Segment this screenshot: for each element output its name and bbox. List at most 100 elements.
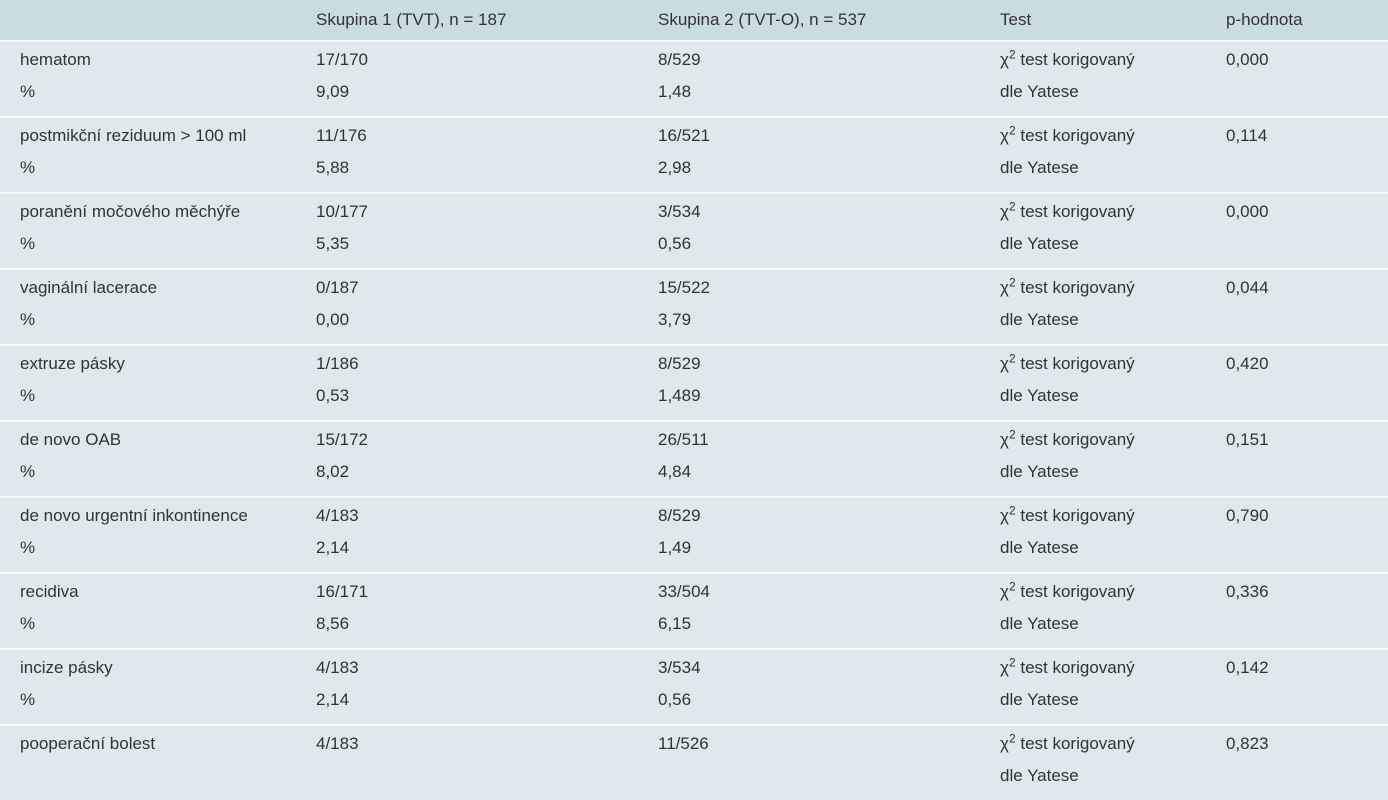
test-superscript: 2 [1008, 199, 1016, 214]
table-row: incize pásky% 4/183 2,14 3/534 0,56 χ2 test k… [0, 648, 1388, 724]
table-row: extruze pásky% 1/186 0,53 8/529 1,489 χ2 test… [0, 344, 1388, 420]
test-line2: dle Yatese [1000, 234, 1079, 253]
table-row: hematom% 17/170 9,09 8/529 1,48 χ2 test korig… [0, 40, 1388, 116]
percent-label: % [20, 82, 36, 101]
test-line2: dle Yatese [1000, 614, 1079, 633]
p-value: 0,420 [1226, 354, 1269, 373]
percent-label: % [20, 234, 36, 253]
test-symbol: χ [1000, 202, 1009, 221]
test-line2: dle Yatese [1000, 462, 1079, 481]
test-name: χ2 test korigovaný [1000, 44, 1135, 76]
test-symbol: χ [1000, 734, 1009, 753]
test-superscript: 2 [1008, 275, 1016, 290]
test-symbol: χ [1000, 354, 1009, 373]
test-name: χ2 test korigovaný [1000, 652, 1135, 684]
test-superscript: 2 [1008, 351, 1016, 366]
test-text: test korigovaný [1015, 126, 1135, 145]
test-line2: dle Yatese [1000, 690, 1079, 709]
group2-count: 16/521 [658, 126, 710, 145]
table-row: poranění močového měchýře% 10/177 5,35 3/53… [0, 192, 1388, 268]
p-value: 0,142 [1226, 658, 1269, 677]
group2-percent: 3,79 [658, 310, 692, 329]
test-superscript: 2 [1008, 655, 1016, 670]
table-row: postmikční reziduum > 100 ml% 11/176 5,88 1… [0, 116, 1388, 192]
test-line2: dle Yatese [1000, 766, 1079, 785]
percent-label: % [20, 614, 36, 633]
test-symbol: χ [1000, 506, 1009, 525]
group1-percent: 2,14 [316, 690, 350, 709]
row-label: incize pásky [20, 658, 113, 677]
header-cell: p-hodnota [1226, 10, 1303, 29]
group2-percent: 1,48 [658, 82, 692, 101]
p-value: 0,114 [1226, 126, 1268, 145]
test-name: χ2 test korigovaný [1000, 424, 1135, 456]
row-label: postmikční reziduum > 100 ml [20, 126, 247, 145]
row-label: recidiva [20, 582, 79, 601]
row-label: pooperační bolest [20, 734, 156, 753]
test-line2: dle Yatese [1000, 538, 1079, 557]
group2-percent: 1,49 [658, 538, 692, 557]
table-row: de novo urgentní inkontinence% 4/183 2,14 8… [0, 496, 1388, 572]
group2-count: 3/534 [658, 202, 701, 221]
group1-percent: 5,88 [316, 158, 350, 177]
test-superscript: 2 [1008, 427, 1016, 442]
test-text: test korigovaný [1015, 506, 1135, 525]
row-label: de novo urgentní inkontinence [20, 506, 248, 525]
group2-percent: 6,15 [658, 614, 692, 633]
row-label: vaginální lacerace [20, 278, 158, 297]
p-value: 0,336 [1226, 582, 1269, 601]
test-superscript: 2 [1008, 503, 1016, 518]
header-cell: Skupina 2 (TVT-O), n = 537 [658, 10, 867, 29]
test-name: χ2 test korigovaný [1000, 500, 1135, 532]
group2-percent: 2,98 [658, 158, 692, 177]
percent-label: % [20, 462, 36, 481]
test-line2: dle Yatese [1000, 158, 1079, 177]
test-superscript: 2 [1008, 47, 1016, 62]
percent-label: % [20, 386, 36, 405]
test-symbol: χ [1000, 658, 1009, 677]
test-name: χ2 test korigovaný [1000, 272, 1135, 304]
group1-count: 4/183 [316, 734, 359, 753]
percent-label: % [20, 310, 36, 329]
group1-percent: 0,00 [316, 310, 350, 329]
group1-count: 17/170 [316, 50, 368, 69]
p-value: 0,823 [1226, 734, 1269, 753]
test-name: χ2 test korigovaný [1000, 348, 1135, 380]
percent-label: % [20, 690, 36, 709]
test-symbol: χ [1000, 50, 1009, 69]
test-text: test korigovaný [1015, 734, 1135, 753]
test-text: test korigovaný [1015, 50, 1135, 69]
p-value: 0,790 [1226, 506, 1269, 525]
group1-count: 1/186 [316, 354, 359, 373]
test-line2: dle Yatese [1000, 310, 1079, 329]
group2-count: 11/526 [658, 734, 709, 753]
group2-count: 8/529 [658, 354, 701, 373]
p-value: 0,000 [1226, 202, 1269, 221]
test-name: χ2 test korigovaný [1000, 728, 1135, 760]
group2-count: 8/529 [658, 50, 701, 69]
test-name: χ2 test korigovaný [1000, 120, 1135, 152]
group1-count: 4/183 [316, 506, 359, 525]
group1-percent: 8,02 [316, 462, 350, 481]
row-label: extruze pásky [20, 354, 125, 373]
group1-percent: 0,53 [316, 386, 350, 405]
table-row: vaginální lacerace% 0/187 0,00 15/522 3,79 χ2… [0, 268, 1388, 344]
test-name: χ2 test korigovaný [1000, 196, 1135, 228]
group2-count: 33/504 [658, 582, 710, 601]
test-symbol: χ [1000, 430, 1009, 449]
test-line2: dle Yatese [1000, 386, 1079, 405]
test-superscript: 2 [1008, 579, 1016, 594]
test-symbol: χ [1000, 278, 1009, 297]
test-text: test korigovaný [1015, 430, 1135, 449]
p-value: 0,000 [1226, 50, 1269, 69]
row-label: de novo OAB [20, 430, 122, 449]
group1-count: 10/177 [316, 202, 368, 221]
percent-label: % [20, 158, 36, 177]
row-label: hematom [20, 50, 91, 69]
group1-count: 11/176 [316, 126, 367, 145]
table-row: recidiva% 16/171 8,56 33/504 6,15 χ2 test kor… [0, 572, 1388, 648]
group2-count: 3/534 [658, 658, 701, 677]
group2-percent: 0,56 [658, 690, 692, 709]
